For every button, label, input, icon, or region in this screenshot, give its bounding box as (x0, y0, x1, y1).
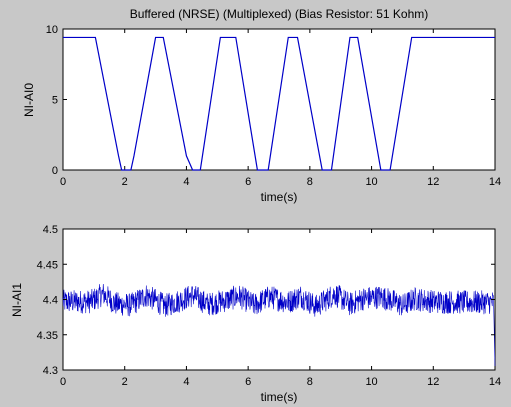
plot-1: Buffered (NRSE) (Multiplexed) (Bias Resi… (22, 7, 501, 204)
plot-2-ytick-label: 4.4 (43, 295, 58, 307)
plot-1-xtick-label: 12 (427, 176, 439, 188)
plot-2-xtick-label: 14 (489, 376, 501, 388)
plot-2-xtick-label: 0 (60, 376, 66, 388)
plot-2-ylabel: NI-AI1 (10, 283, 24, 317)
plot-1-xtick-label: 14 (489, 176, 501, 188)
plot-2-ytick-label: 4.3 (43, 365, 58, 377)
plot-1-ylabel: NI-AI0 (22, 83, 36, 117)
plot-2-ticks: 0 2 4 6 8 10 12 14 4.3 4.35 4.4 4.45 4.5 (37, 224, 502, 388)
plot-2-series (62, 283, 496, 367)
plot-1-xtick-label: 10 (365, 176, 377, 188)
plot-1-xtick-label: 6 (245, 176, 251, 188)
plot-2-xtick-label: 6 (245, 376, 251, 388)
plot-2-xtick-label: 8 (307, 376, 313, 388)
plot-2-ytick-label: 4.5 (43, 224, 58, 236)
plot-2-series-line (62, 283, 496, 367)
plot-1-ticks: 0 2 4 6 8 10 12 14 0 5 10 (46, 24, 501, 188)
plot-2-ytick-label: 4.45 (37, 259, 58, 271)
plot-1-series-line (63, 36, 495, 171)
plot-1-ytick-label: 10 (46, 24, 58, 36)
plot-1-xtick-label: 2 (122, 176, 128, 188)
plot-2-xtick-label: 4 (183, 376, 189, 388)
plot-2-xlabel: time(s) (261, 390, 298, 404)
plot-2-xtick-label: 10 (365, 376, 377, 388)
plot-2-xtick-label: 12 (427, 376, 439, 388)
plot-1-xtick-label: 4 (183, 176, 189, 188)
plot-1-ytick-label: 0 (52, 165, 58, 177)
plot-1-title: Buffered (NRSE) (Multiplexed) (Bias Resi… (130, 7, 429, 21)
plot-1-series (63, 36, 495, 171)
plot-1-xtick-label: 8 (307, 176, 313, 188)
plot-1-xlabel: time(s) (261, 190, 298, 204)
plot-1-xtick-label: 0 (60, 176, 66, 188)
plot-1-ytick-label: 5 (52, 95, 58, 107)
plot-2: 0 2 4 6 8 10 12 14 4.3 4.35 4.4 4.45 4.5 time(s) NI-… (10, 224, 501, 404)
plot-2-ytick-label: 4.35 (37, 330, 58, 342)
plot-2-xtick-label: 2 (122, 376, 128, 388)
